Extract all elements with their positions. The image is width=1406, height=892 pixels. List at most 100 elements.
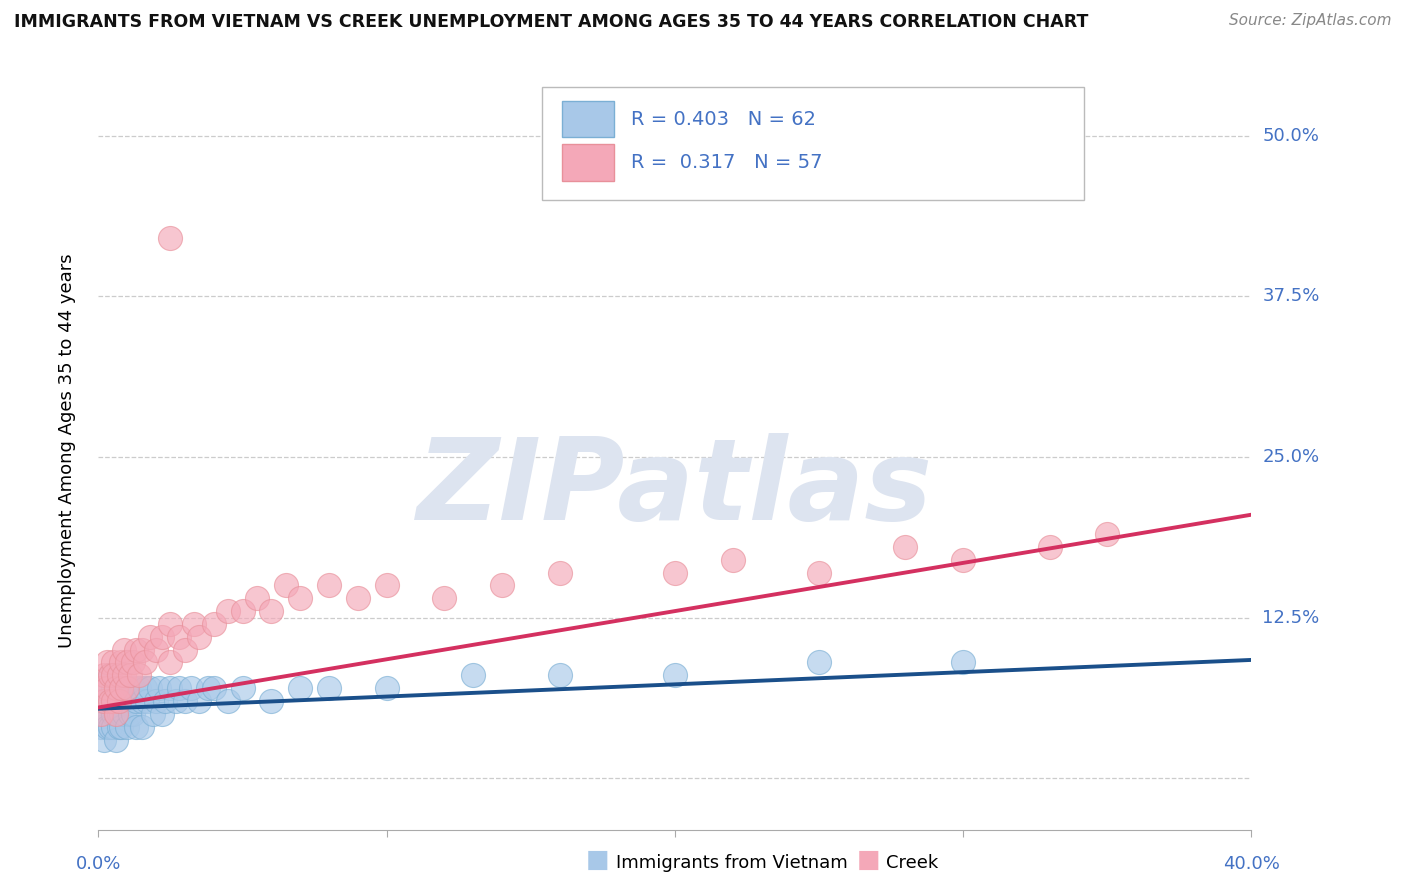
Point bbox=[117, 681, 139, 696]
Text: 37.5%: 37.5% bbox=[1263, 287, 1320, 305]
Point bbox=[461, 668, 484, 682]
Point bbox=[142, 706, 165, 721]
FancyBboxPatch shape bbox=[543, 87, 1084, 201]
Point bbox=[136, 694, 159, 708]
Point bbox=[101, 706, 124, 721]
Point bbox=[122, 706, 145, 721]
Point bbox=[1039, 540, 1062, 554]
Text: Source: ZipAtlas.com: Source: ZipAtlas.com bbox=[1229, 13, 1392, 29]
Point bbox=[153, 694, 176, 708]
Point bbox=[346, 591, 368, 606]
Text: R =  0.317   N = 57: R = 0.317 N = 57 bbox=[631, 153, 823, 172]
Point bbox=[231, 681, 254, 696]
Point bbox=[98, 668, 121, 682]
Point bbox=[952, 552, 974, 566]
Point bbox=[93, 732, 115, 747]
Point bbox=[491, 578, 513, 592]
Point bbox=[260, 604, 283, 618]
Point bbox=[101, 694, 124, 708]
Point bbox=[894, 540, 917, 554]
Point bbox=[159, 681, 181, 696]
Point bbox=[98, 694, 121, 708]
Text: ■: ■ bbox=[586, 848, 609, 872]
Point bbox=[96, 720, 118, 734]
Point bbox=[110, 681, 132, 696]
Point bbox=[231, 604, 254, 618]
Point bbox=[117, 656, 139, 670]
Point bbox=[188, 630, 211, 644]
Point bbox=[134, 681, 156, 696]
Point bbox=[110, 656, 132, 670]
Point bbox=[104, 732, 127, 747]
Point bbox=[165, 694, 187, 708]
Point bbox=[93, 694, 115, 708]
Point bbox=[274, 578, 297, 592]
Point bbox=[112, 668, 135, 682]
Point bbox=[101, 720, 124, 734]
Point bbox=[101, 668, 124, 682]
Point bbox=[1097, 527, 1119, 541]
Point bbox=[104, 681, 127, 696]
Point bbox=[139, 630, 162, 644]
Text: Creek: Creek bbox=[886, 855, 938, 872]
Point bbox=[107, 720, 129, 734]
Point bbox=[808, 656, 831, 670]
Point bbox=[167, 681, 190, 696]
Point bbox=[433, 591, 456, 606]
Point bbox=[98, 694, 121, 708]
Point bbox=[290, 681, 312, 696]
Point bbox=[548, 668, 571, 682]
Point bbox=[98, 668, 121, 682]
Point bbox=[107, 694, 129, 708]
Point bbox=[131, 694, 153, 708]
Point bbox=[159, 656, 181, 670]
Point bbox=[197, 681, 219, 696]
Point bbox=[131, 642, 153, 657]
Point bbox=[96, 681, 118, 696]
Point bbox=[112, 694, 135, 708]
Point bbox=[112, 642, 135, 657]
Point bbox=[375, 681, 398, 696]
Point bbox=[183, 616, 205, 631]
Point bbox=[110, 681, 132, 696]
Point bbox=[375, 578, 398, 592]
Point bbox=[150, 706, 173, 721]
Point bbox=[808, 566, 831, 580]
Text: 25.0%: 25.0% bbox=[1263, 448, 1320, 466]
Point bbox=[290, 591, 312, 606]
Point bbox=[125, 720, 148, 734]
Point bbox=[101, 656, 124, 670]
Point bbox=[318, 578, 340, 592]
Point bbox=[318, 681, 340, 696]
Point bbox=[90, 681, 112, 696]
Bar bbox=[562, 101, 614, 137]
Point bbox=[167, 630, 190, 644]
Point bbox=[120, 706, 142, 721]
Y-axis label: Unemployment Among Ages 35 to 44 years: Unemployment Among Ages 35 to 44 years bbox=[58, 253, 76, 648]
Text: 12.5%: 12.5% bbox=[1263, 608, 1320, 626]
Text: R = 0.403   N = 62: R = 0.403 N = 62 bbox=[631, 110, 815, 128]
Point bbox=[104, 706, 127, 721]
Point bbox=[128, 668, 150, 682]
Point bbox=[664, 566, 686, 580]
Point bbox=[145, 694, 167, 708]
Point bbox=[134, 656, 156, 670]
Point bbox=[120, 694, 142, 708]
Point bbox=[110, 706, 132, 721]
Point bbox=[125, 694, 148, 708]
Point bbox=[217, 694, 239, 708]
Point bbox=[125, 642, 148, 657]
Point bbox=[101, 681, 124, 696]
Point bbox=[952, 656, 974, 670]
Point bbox=[150, 630, 173, 644]
Point bbox=[98, 720, 121, 734]
Point bbox=[139, 681, 162, 696]
Point bbox=[159, 231, 181, 245]
Point bbox=[122, 681, 145, 696]
Point bbox=[96, 706, 118, 721]
Text: IMMIGRANTS FROM VIETNAM VS CREEK UNEMPLOYMENT AMONG AGES 35 TO 44 YEARS CORRELAT: IMMIGRANTS FROM VIETNAM VS CREEK UNEMPLO… bbox=[14, 13, 1088, 31]
Text: 0.0%: 0.0% bbox=[76, 855, 121, 872]
Point bbox=[96, 681, 118, 696]
Point bbox=[117, 681, 139, 696]
Point bbox=[90, 720, 112, 734]
